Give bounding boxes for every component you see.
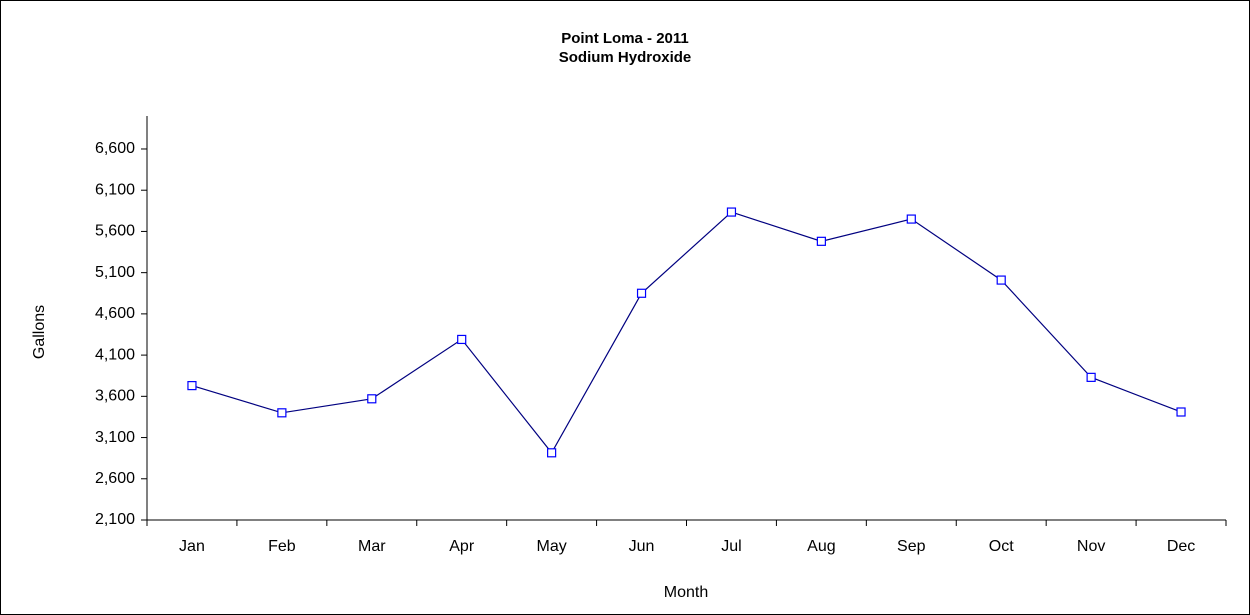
x-tick-label: Oct [989, 538, 1014, 555]
y-tick-label: 6,100 [95, 181, 135, 198]
chart-subtitle: Sodium Hydroxide [559, 49, 692, 66]
x-tick-label: Sep [897, 538, 926, 555]
y-tick-label: 5,100 [95, 264, 135, 281]
x-tick-label: Jul [721, 538, 741, 555]
point-marker [816, 236, 826, 246]
y-tick-label: 6,600 [95, 140, 135, 157]
x-tick-label: Aug [807, 538, 835, 555]
point-marker [1086, 372, 1096, 382]
point-marker [996, 275, 1006, 285]
y-tick-label: 3,600 [95, 388, 135, 405]
series-line [191, 211, 1182, 454]
point-marker [547, 448, 557, 458]
x-tick-label: Jan [179, 538, 205, 555]
y-tick-label: 2,600 [95, 470, 135, 487]
point-marker [636, 288, 647, 298]
point-marker [1176, 407, 1186, 417]
point-marker [457, 334, 467, 345]
x-tick-label: Jun [629, 538, 655, 555]
y-tick-label: 4,600 [95, 305, 135, 322]
point-marker [277, 408, 287, 418]
y-tick-label: 2,100 [95, 511, 135, 528]
chart-title: Point Loma - 2011 [561, 30, 689, 47]
x-tick-label: Mar [358, 538, 386, 555]
x-tick-label: Feb [268, 538, 296, 555]
point-marker [906, 214, 916, 224]
point-marker [367, 394, 377, 404]
point-marker [187, 381, 197, 391]
x-tick-label: Dec [1167, 538, 1195, 555]
x-tick-label: Apr [449, 538, 475, 555]
x-axis-label: Month [664, 584, 708, 601]
y-axis-label: Gallons [31, 305, 48, 359]
y-tick-label: 5,600 [95, 223, 135, 240]
y-tick-label: 3,100 [95, 429, 135, 446]
point-marker [726, 207, 737, 217]
x-tick-label: Nov [1077, 538, 1105, 555]
x-tick-label: May [537, 538, 567, 555]
y-tick-label: 4,100 [95, 346, 135, 363]
